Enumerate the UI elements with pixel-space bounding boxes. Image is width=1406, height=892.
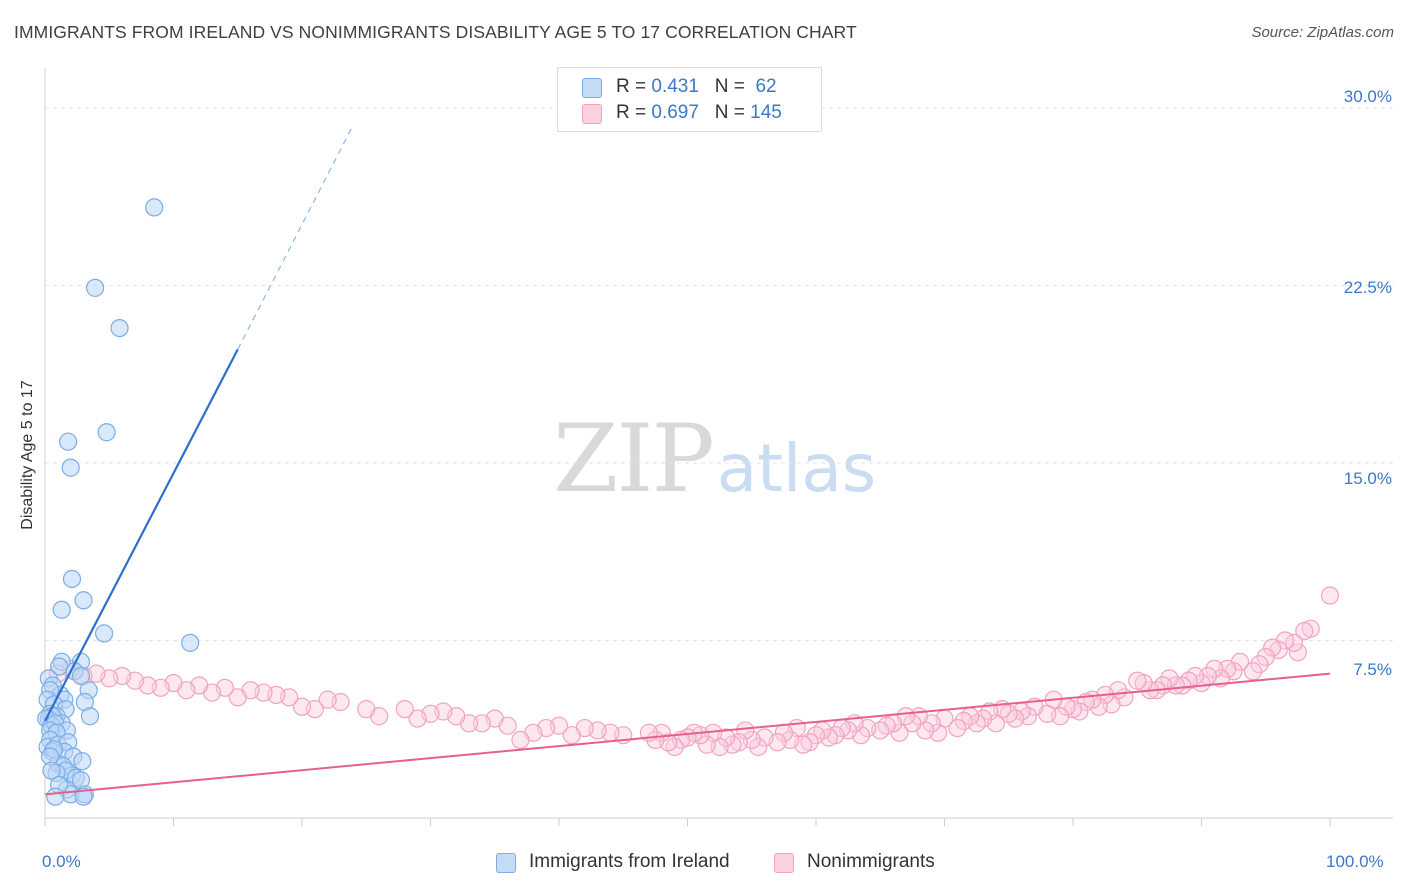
y-axis-label: Disability Age 5 to 17 (19, 380, 36, 530)
n-label: N = (714, 102, 745, 123)
nonimmigrants-point-110 (472, 714, 491, 733)
y-tick-label-15: 15.0% (1343, 469, 1392, 488)
nonimmigrants-point-48 (980, 702, 999, 721)
immigrants-point-61 (46, 787, 65, 806)
watermark-zip: ZIP (553, 405, 715, 514)
nonimmigrants-point-89 (697, 735, 716, 754)
immigrants-point-4 (97, 423, 116, 442)
immigrants-point-3 (59, 432, 78, 451)
chart-title: IMMIGRANTS FROM IRELAND VS NONIMMIGRANTS… (14, 22, 857, 42)
immigrants-point-15 (71, 666, 91, 686)
immigrants-point-58 (42, 761, 61, 780)
nonimmigrants-point-103 (562, 726, 581, 745)
nonimmigrants-point-52 (954, 711, 973, 731)
x-tick-label-0: 0.0% (42, 852, 81, 871)
r-value-immigrants: 0.431 (651, 76, 699, 97)
nonimmigrants-point-10 (1243, 662, 1263, 681)
source-note: Source: ZipAtlas.com (1251, 24, 1394, 41)
nonimmigrants-point-22 (1160, 669, 1179, 688)
nonimmigrants-point-7 (1263, 638, 1282, 657)
nonimmigrants-point-83 (736, 721, 755, 740)
nonimmigrants-point-120 (318, 690, 337, 709)
stats-legend: R = 0.431 N = 62 R = 0.697 N = 145 (557, 67, 822, 132)
nonimmigrants-point-3 (1288, 643, 1307, 662)
nonimmigrants-point-122 (292, 697, 312, 716)
nonimmigrants-point-2 (1295, 621, 1314, 641)
immigrants-trend-line (44, 348, 239, 722)
immigrants-trend-extension (237, 124, 354, 350)
nonimmigrants-point-9 (1250, 655, 1269, 674)
nonimmigrants-point-59 (903, 714, 922, 733)
y-tick-label-30: 30.0% (1343, 87, 1392, 106)
nonimmigrants-point-27 (1128, 671, 1147, 690)
legend-swatch-pink (582, 104, 602, 124)
nonimmigrants-point-107 (511, 730, 530, 750)
immigrants-point-6 (62, 569, 82, 589)
nonimmigrants-point-118 (357, 700, 376, 719)
bottom-legend-swatch-blue (496, 853, 516, 873)
immigrants-point-2 (110, 319, 129, 338)
bottom-legend-label-nonimmigrants: Nonimmigrants (807, 851, 935, 872)
nonimmigrants-point-8 (1256, 647, 1275, 667)
watermark: ZIPatlas (553, 405, 876, 514)
nonimmigrants-point-116 (395, 700, 414, 719)
nonimmigrants-point-115 (408, 709, 427, 728)
legend-text-blue: R = 0.431 N = 62 (616, 76, 777, 98)
immigrants-point-7 (74, 591, 93, 610)
immigrants-point-60 (74, 787, 93, 806)
immigrants-point-37 (80, 707, 100, 726)
y-tick-label-22-5: 22.5% (1343, 278, 1392, 297)
n-label: N = (714, 76, 745, 97)
r-value-nonimmigrants: 0.697 (651, 102, 699, 123)
y-tick-label-7-5: 7.5% (1353, 660, 1392, 679)
r-label: R = (616, 76, 647, 97)
nonimmigrants-point-127 (228, 688, 247, 707)
immigrants-point-5 (61, 458, 80, 477)
nonimmigrants-point-81 (749, 737, 768, 757)
watermark-atlas: atlas (716, 430, 877, 507)
bottom-legend-swatch-pink (774, 853, 794, 873)
immigrants-point-8 (52, 600, 71, 619)
immigrants-point-9 (95, 624, 114, 643)
legend-swatch-blue (582, 78, 602, 98)
nonimmigrants-point-13 (1218, 659, 1237, 679)
legend-text-pink: R = 0.697 N = 145 (616, 102, 782, 124)
nonimmigrants-point-53 (948, 718, 967, 738)
nonimmigrants-point-0 (1320, 586, 1340, 605)
immigrants-point-1 (86, 278, 105, 297)
nonimmigrants-point-73 (806, 726, 826, 745)
x-tick-label-100: 100.0% (1326, 852, 1384, 871)
immigrants-point-0 (145, 198, 164, 217)
r-label: R = (616, 102, 647, 123)
n-value-nonimmigrants: 145 (750, 102, 782, 123)
immigrants-point-10 (181, 633, 200, 652)
nonimmigrants-trend-line (44, 672, 1331, 796)
n-value-immigrants: 62 (755, 76, 777, 97)
bottom-legend-label-immigrants: Immigrants from Ireland (529, 851, 730, 872)
immigrants-point-47 (73, 752, 92, 771)
nonimmigrants-point-15 (1205, 659, 1224, 679)
nonimmigrants-point-21 (1166, 676, 1185, 695)
